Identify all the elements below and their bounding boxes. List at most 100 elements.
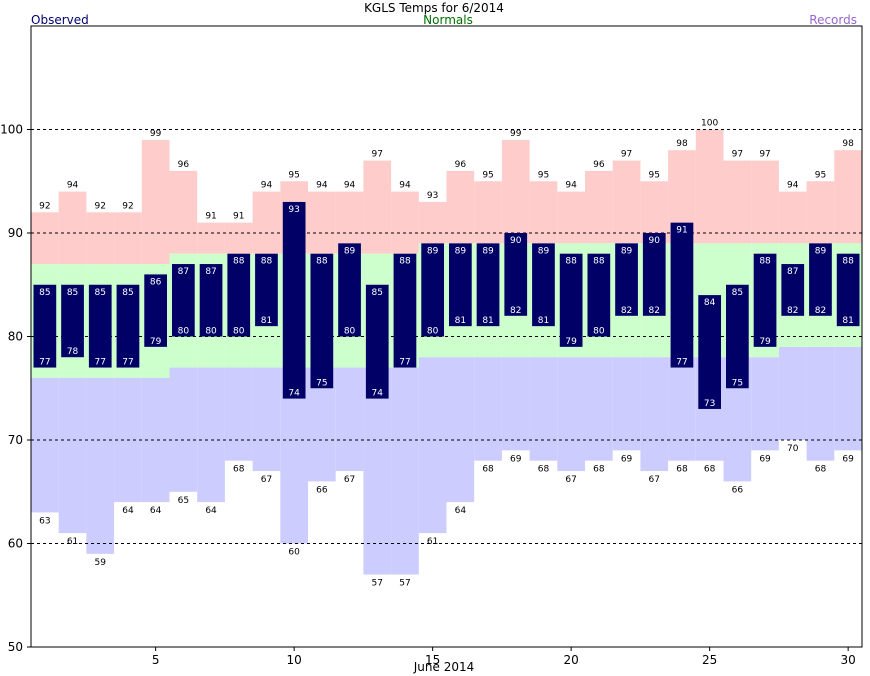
record-low-band bbox=[806, 346, 835, 461]
observed-low-label: 77 bbox=[399, 358, 410, 368]
observed-low-label: 79 bbox=[759, 337, 771, 347]
record-low-label: 67 bbox=[649, 475, 660, 485]
record-high-label: 97 bbox=[372, 150, 383, 160]
observed-high-label: 88 bbox=[842, 257, 854, 267]
observed-high-label: 89 bbox=[427, 246, 439, 256]
record-high-label: 98 bbox=[842, 139, 854, 149]
record-low-band bbox=[86, 377, 115, 554]
observed-low-label: 81 bbox=[842, 316, 853, 326]
observed-high-label: 87 bbox=[178, 267, 189, 277]
record-high-label: 95 bbox=[649, 170, 660, 180]
record-high-label: 91 bbox=[205, 212, 216, 222]
record-low-band bbox=[612, 357, 641, 451]
observed-bar bbox=[698, 295, 722, 409]
record-low-label: 64 bbox=[205, 506, 217, 516]
observed-bar bbox=[559, 253, 583, 347]
observed-high-label: 85 bbox=[372, 288, 383, 298]
record-high-band bbox=[141, 139, 170, 265]
record-high-label: 96 bbox=[178, 160, 190, 170]
observed-high-label: 88 bbox=[759, 257, 771, 267]
observed-low-label: 77 bbox=[39, 358, 50, 368]
observed-high-label: 88 bbox=[261, 257, 273, 267]
record-high-label: 100 bbox=[701, 119, 718, 129]
observed-low-label: 77 bbox=[95, 358, 106, 368]
observed-bar bbox=[61, 284, 84, 358]
record-high-label: 94 bbox=[261, 181, 273, 191]
record-low-band bbox=[501, 357, 530, 451]
observed-low-label: 82 bbox=[787, 306, 798, 316]
record-high-band bbox=[86, 212, 115, 265]
record-low-band bbox=[474, 357, 502, 461]
chart-title: KGLS Temps for 6/2014 bbox=[364, 1, 504, 15]
observed-bar bbox=[504, 233, 528, 316]
record-high-label: 98 bbox=[676, 139, 688, 149]
observed-bar bbox=[836, 253, 860, 327]
observed-high-label: 89 bbox=[455, 246, 467, 256]
y-tick-label: 100 bbox=[0, 123, 23, 137]
x-tick-label: 30 bbox=[841, 653, 856, 667]
observed-low-label: 82 bbox=[815, 306, 826, 316]
record-high-label: 92 bbox=[95, 201, 106, 211]
observed-low-label: 79 bbox=[150, 337, 162, 347]
observed-bar bbox=[725, 284, 749, 389]
record-low-label: 57 bbox=[372, 579, 383, 589]
record-low-band bbox=[58, 377, 87, 534]
record-high-band bbox=[557, 191, 585, 244]
record-high-label: 94 bbox=[399, 181, 411, 191]
record-low-label: 69 bbox=[759, 454, 771, 464]
observed-low-label: 80 bbox=[178, 327, 190, 337]
record-low-label: 65 bbox=[178, 496, 189, 506]
record-high-label: 94 bbox=[67, 181, 79, 191]
record-low-label: 61 bbox=[67, 537, 78, 547]
record-low-band bbox=[197, 367, 225, 503]
record-low-band bbox=[557, 357, 585, 472]
record-low-label: 66 bbox=[316, 485, 328, 495]
record-high-band bbox=[585, 170, 613, 244]
observed-low-label: 79 bbox=[565, 337, 577, 347]
record-low-band bbox=[751, 357, 779, 451]
record-low-band bbox=[169, 367, 198, 492]
observed-bar bbox=[33, 284, 57, 368]
record-high-band bbox=[806, 181, 835, 244]
observed-high-label: 93 bbox=[288, 205, 299, 215]
record-low-label: 64 bbox=[122, 506, 134, 516]
observed-low-label: 75 bbox=[316, 378, 327, 388]
observed-low-label: 82 bbox=[649, 306, 660, 316]
record-low-label: 68 bbox=[593, 465, 605, 475]
record-low-label: 68 bbox=[482, 465, 494, 475]
record-low-label: 59 bbox=[95, 558, 107, 568]
record-high-band bbox=[834, 150, 862, 244]
observed-bar bbox=[476, 243, 500, 327]
record-high-band bbox=[723, 160, 752, 244]
observed-low-label: 78 bbox=[67, 347, 79, 357]
observed-low-label: 80 bbox=[427, 327, 439, 337]
observed-high-label: 88 bbox=[565, 257, 577, 267]
record-low-band bbox=[668, 357, 696, 461]
observed-bar bbox=[642, 233, 666, 316]
observed-high-label: 91 bbox=[676, 226, 687, 236]
observed-bar bbox=[781, 264, 805, 316]
record-low-band bbox=[252, 367, 281, 472]
record-low-band bbox=[529, 357, 558, 461]
observed-bar bbox=[448, 243, 472, 327]
legend-observed: Observed bbox=[31, 13, 89, 27]
observed-low-label: 77 bbox=[676, 358, 687, 368]
observed-bar bbox=[753, 253, 777, 347]
record-high-label: 99 bbox=[510, 129, 522, 139]
observed-low-label: 80 bbox=[344, 327, 356, 337]
record-high-band bbox=[114, 212, 142, 265]
record-high-label: 95 bbox=[482, 170, 493, 180]
observed-high-label: 89 bbox=[482, 246, 494, 256]
x-axis-label: June 2014 bbox=[413, 660, 475, 674]
observed-bar bbox=[421, 243, 445, 337]
observed-high-label: 89 bbox=[621, 246, 633, 256]
gridlines bbox=[31, 129, 862, 544]
record-low-label: 64 bbox=[150, 506, 162, 516]
observed-high-label: 85 bbox=[732, 288, 743, 298]
observed-low-label: 81 bbox=[261, 316, 272, 326]
observed-high-label: 85 bbox=[95, 288, 106, 298]
observed-high-label: 88 bbox=[399, 257, 411, 267]
record-high-label: 94 bbox=[344, 181, 356, 191]
observed-bar bbox=[338, 243, 361, 337]
record-high-band bbox=[197, 222, 225, 254]
